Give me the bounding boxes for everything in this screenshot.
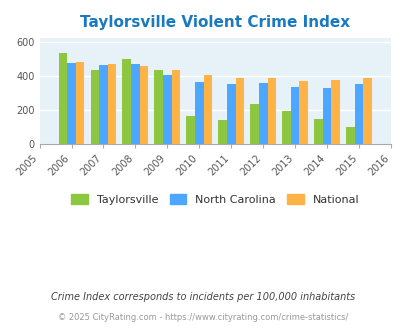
Legend: Taylorsville, North Carolina, National: Taylorsville, North Carolina, National [67, 189, 363, 209]
Bar [235, 78, 243, 144]
Bar [171, 71, 180, 144]
Bar [194, 82, 203, 144]
Bar [267, 78, 275, 144]
Bar [226, 84, 235, 144]
Bar [58, 53, 67, 144]
Bar [218, 120, 226, 144]
Bar [281, 111, 290, 144]
Bar [67, 63, 76, 144]
Bar [163, 75, 171, 144]
Bar [362, 79, 371, 144]
Text: Crime Index corresponds to incidents per 100,000 inhabitants: Crime Index corresponds to incidents per… [51, 292, 354, 302]
Bar [249, 104, 258, 144]
Bar [313, 119, 322, 144]
Bar [354, 84, 362, 144]
Text: © 2025 CityRating.com - https://www.cityrating.com/crime-statistics/: © 2025 CityRating.com - https://www.city… [58, 313, 347, 322]
Bar [322, 88, 330, 144]
Bar [290, 87, 299, 144]
Bar [299, 81, 307, 144]
Title: Taylorsville Violent Crime Index: Taylorsville Violent Crime Index [80, 15, 350, 30]
Bar [122, 58, 131, 144]
Bar [330, 80, 339, 144]
Bar [186, 115, 194, 144]
Bar [131, 64, 139, 144]
Bar [154, 70, 163, 144]
Bar [139, 66, 148, 144]
Bar [90, 70, 99, 144]
Bar [99, 64, 107, 144]
Bar [345, 127, 354, 144]
Bar [203, 75, 212, 144]
Bar [76, 62, 84, 144]
Bar [258, 83, 267, 144]
Bar [107, 64, 116, 144]
